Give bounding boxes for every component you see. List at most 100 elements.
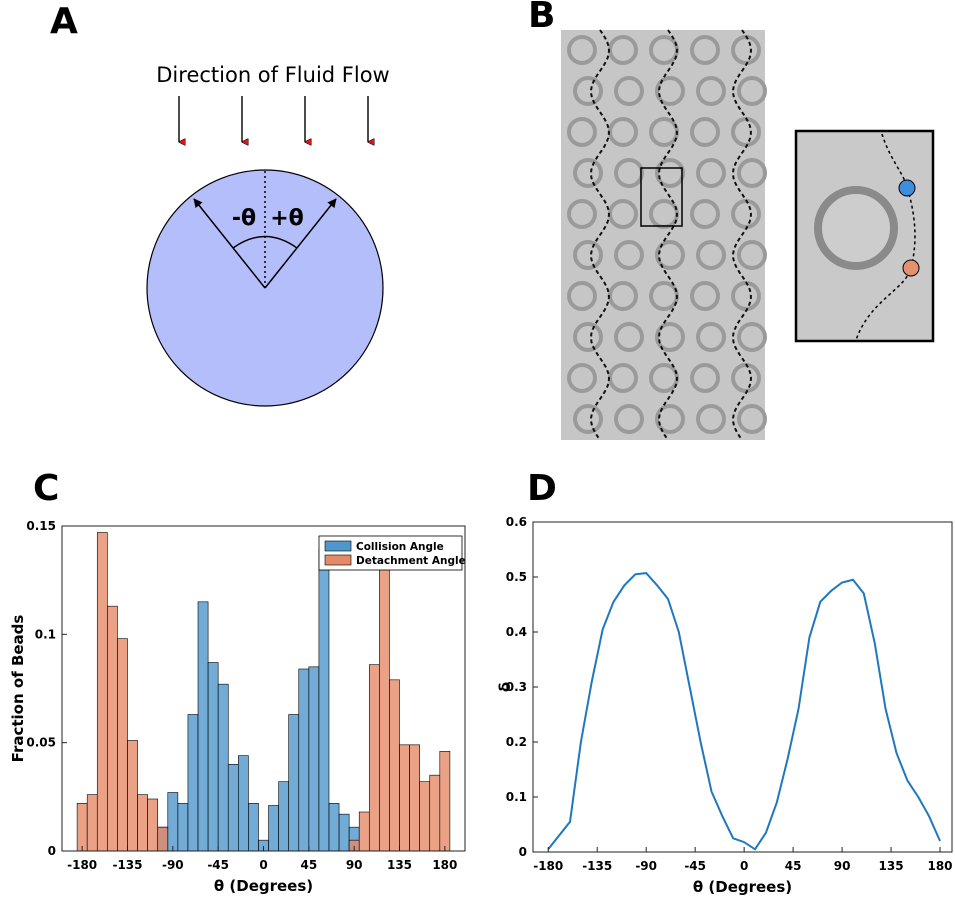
histogram-bar (238, 755, 249, 852)
histogram-bar (389, 679, 400, 852)
pillar (614, 76, 644, 106)
y-axis-label: δ (496, 682, 514, 692)
pillar (737, 240, 767, 270)
y-tick-label: 0.5 (506, 570, 527, 584)
histogram-bar (117, 638, 128, 852)
histogram-bar (298, 668, 310, 852)
flow-arrows (178, 96, 368, 142)
legend-swatch (324, 554, 352, 566)
x-tick-label: -135 (582, 859, 612, 873)
x-tick-label: 45 (300, 858, 317, 872)
pillar (573, 240, 603, 270)
panel-letter: B (528, 0, 555, 36)
y-tick-label: 0.3 (506, 680, 527, 694)
y-tick-label: 0.1 (506, 790, 527, 804)
pillar (573, 76, 603, 106)
panel-letter: D (527, 468, 557, 509)
histogram-bar (107, 605, 118, 852)
histogram-bar (167, 792, 179, 852)
histogram-bar (318, 549, 330, 852)
legend-label: Detachment Angle (356, 555, 466, 567)
inset (794, 129, 935, 343)
x-tick-label: 0 (259, 858, 267, 872)
pillar (614, 158, 644, 188)
histogram-bar (76, 803, 88, 852)
pillar (614, 322, 644, 352)
histogram-bar (86, 794, 98, 852)
angle-arc (232, 235, 298, 249)
x-tick-label: 180 (927, 859, 952, 873)
x-tick-label: -90 (635, 859, 657, 873)
legend-label: Collision Angle (356, 541, 444, 553)
pillar (696, 76, 726, 106)
diagram: Direction of Fluid Flow -θ +θ (146, 63, 390, 407)
y-tick-label: 0.6 (506, 515, 527, 529)
histogram-bar (419, 781, 431, 852)
pillar (655, 76, 685, 106)
x-tick-label: 90 (346, 858, 363, 872)
x-tick-label: -90 (162, 858, 184, 872)
pillar (567, 281, 597, 311)
pillar (573, 158, 603, 188)
pillar (655, 158, 685, 188)
y-tick-label: 0 (48, 844, 56, 858)
pillar (567, 35, 597, 65)
x-tick-label: 90 (834, 859, 851, 873)
histogram-bar (358, 811, 370, 852)
flow-label: Direction of Fluid Flow (156, 63, 389, 87)
y-tick-label: 0.4 (506, 625, 527, 639)
pillar (737, 404, 767, 434)
histogram-bar (137, 794, 148, 852)
histogram-bar (268, 805, 279, 852)
pillar (696, 404, 726, 434)
histogram-bar (288, 714, 300, 852)
pillar (567, 363, 597, 393)
histogram-bar (197, 601, 209, 852)
panel-letter: C (33, 468, 59, 509)
x-tick-label: -180 (67, 858, 97, 872)
pillar (737, 322, 767, 352)
pillar (608, 117, 638, 147)
trajectory (657, 29, 679, 439)
pillar (614, 240, 644, 270)
plot-area (533, 522, 952, 852)
histogram-bar (157, 826, 169, 852)
x-tick-label: -45 (207, 858, 229, 872)
x-tick-label: -135 (112, 858, 142, 872)
neg-theta: -θ (232, 206, 256, 231)
data-line (547, 572, 941, 851)
histogram-bar (429, 774, 441, 852)
histogram-bar (248, 803, 259, 852)
micrograph (561, 29, 767, 440)
pillar (696, 158, 726, 188)
x-tick-label: -180 (533, 859, 563, 873)
pillar (737, 76, 767, 106)
histogram-bar (439, 751, 451, 852)
x-tick-label: 45 (785, 859, 802, 873)
pillar (690, 35, 720, 65)
pillar (573, 322, 603, 352)
y-axis-label: Fraction of Beads (9, 615, 27, 763)
x-tick-label: 135 (879, 859, 904, 873)
x-tick-label: 180 (432, 858, 457, 872)
legend-swatch (324, 540, 352, 552)
histogram-bar (227, 764, 239, 852)
histogram-bar (96, 532, 108, 852)
histogram-bar (328, 803, 340, 852)
zoom-box (640, 167, 683, 227)
histogram-bar (308, 666, 320, 852)
histogram-bar (278, 781, 289, 852)
y-tick-label: 0.15 (26, 519, 56, 533)
pillar (655, 240, 685, 270)
panel-letter: A (50, 1, 78, 42)
y-tick-label: 0.2 (506, 735, 527, 749)
x-tick-label: 0 (740, 859, 748, 873)
pos-theta: +θ (270, 206, 304, 231)
x-tick-label: 135 (387, 858, 412, 872)
y-tick-label: 0.1 (35, 627, 56, 641)
trajectory (589, 29, 611, 439)
pillar (655, 404, 685, 434)
histogram-bar (399, 744, 410, 852)
pillar (696, 240, 726, 270)
